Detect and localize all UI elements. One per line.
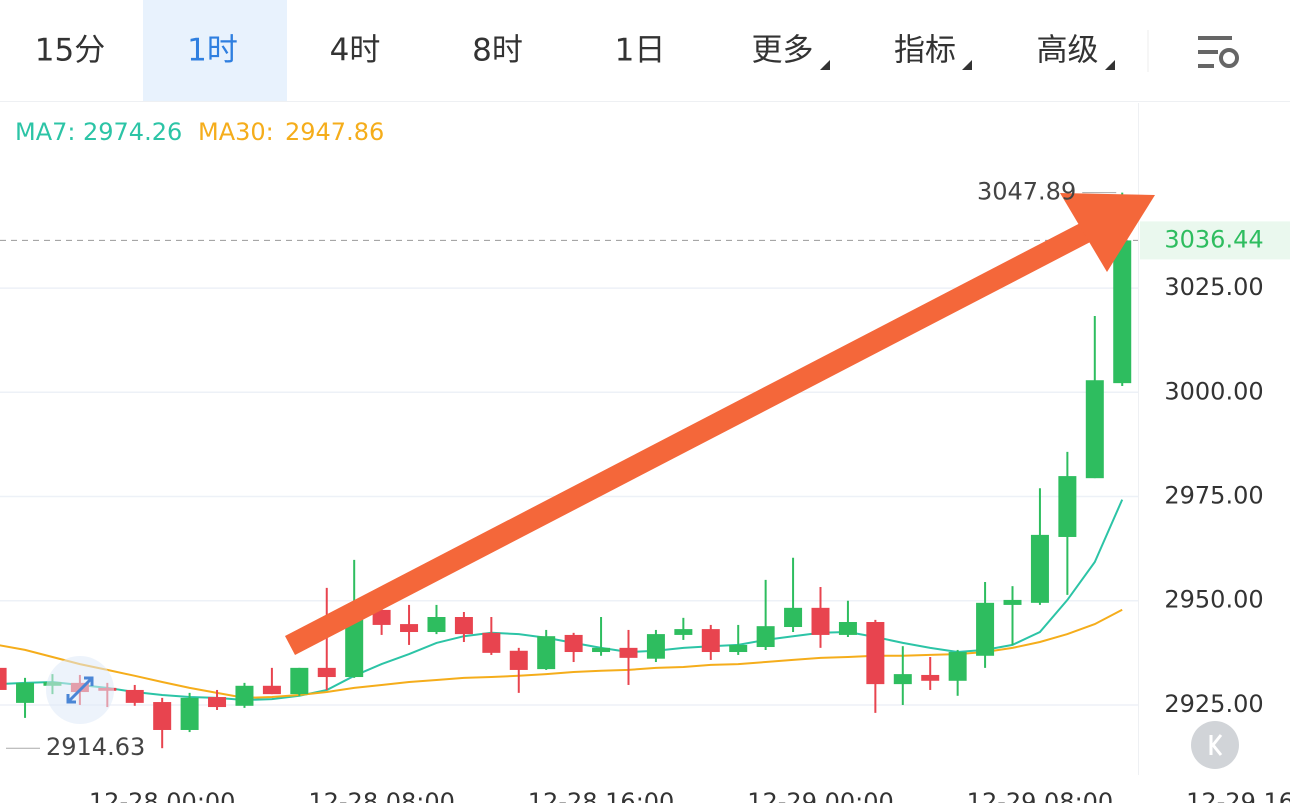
current-price-bg (1140, 221, 1290, 260)
tab[interactable]: 4时 (330, 33, 381, 69)
candle-body (537, 636, 556, 670)
legend-value: 2947.86 (285, 118, 384, 146)
candle-body (592, 647, 611, 653)
tab[interactable]: 8时 (472, 33, 523, 69)
candle-body (317, 667, 336, 678)
candle-body (454, 617, 473, 635)
current-price-label: 3036.44 (1164, 225, 1263, 253)
candle-body (1003, 599, 1022, 605)
candle-body (1085, 380, 1104, 479)
y-tick-label: 3000.00 (1164, 377, 1263, 405)
candle-body (0, 667, 7, 690)
candle-body (180, 697, 199, 730)
candle-body (125, 689, 144, 703)
tab[interactable]: 1时 (187, 33, 238, 69)
x-tick-label: 12-29 08:00 (967, 788, 1114, 803)
low-label: 2914.63 (46, 733, 145, 761)
tab[interactable]: 更多 (752, 33, 814, 69)
candle-body (564, 634, 583, 653)
trend-arrow (285, 193, 1155, 655)
candle-body (838, 622, 857, 635)
candle-body (1058, 476, 1077, 537)
candle-body (674, 629, 693, 635)
candle-body (811, 607, 830, 635)
dropdown-caret (820, 60, 830, 70)
ma-line (0, 608, 1123, 699)
selected-tab-bg (143, 0, 287, 101)
tab[interactable]: 高级 (1037, 33, 1099, 69)
candle-body (701, 629, 720, 653)
candle-body (208, 697, 227, 708)
candle-body (235, 685, 254, 706)
candle-body (948, 652, 967, 681)
y-tick-label: 2975.00 (1164, 482, 1263, 510)
candle-body (153, 702, 172, 730)
x-tick-label: 12-28 00:00 (89, 788, 236, 803)
grid (0, 287, 1138, 706)
legend-value: 2974.26 (83, 118, 182, 146)
x-tick-label: 12-29 16:00 (1186, 788, 1290, 803)
candle-body (262, 685, 281, 695)
x-tick-label: 12-29 00:00 (747, 788, 894, 803)
candle-body (400, 624, 419, 633)
x-tick-label: 12-28 16:00 (528, 788, 675, 803)
candle-body (893, 674, 912, 685)
y-tick-label: 2925.00 (1164, 690, 1263, 718)
candle-body (756, 626, 775, 648)
candle-body (1113, 240, 1132, 384)
tab[interactable]: 1日 (615, 33, 666, 69)
expand-icon (66, 676, 94, 704)
candle-body (866, 622, 885, 685)
high-label: 3047.89 (977, 178, 1076, 206)
candle-body (16, 682, 35, 703)
candle-body (729, 644, 748, 653)
k-button[interactable] (1191, 721, 1239, 769)
y-tick-label: 2950.00 (1164, 586, 1263, 614)
candle-body (646, 634, 665, 659)
candle-body (619, 647, 638, 658)
candle-body (976, 602, 995, 656)
dropdown-caret (962, 60, 972, 70)
x-tick-label: 12-28 08:00 (308, 788, 455, 803)
y-tick-label: 3025.00 (1164, 273, 1263, 301)
dropdown-caret (1105, 60, 1115, 70)
candle-body (1030, 534, 1049, 603)
candle-body (372, 609, 391, 625)
ma-line (0, 499, 1124, 702)
legend-label: MA30: (198, 118, 274, 146)
legend-label: MA7: (15, 118, 75, 146)
candle-body (345, 614, 364, 678)
plot (0, 192, 1138, 749)
tab-bar: 15分 1时 4时 8时 1日 更多 指标 高级 (35, 33, 1099, 69)
k-icon (1209, 734, 1223, 756)
tab[interactable]: 15分 (35, 33, 105, 69)
candle-body (509, 650, 528, 670)
candle-body (784, 607, 803, 628)
candle-body (921, 674, 940, 681)
candle-body (290, 667, 309, 695)
tab[interactable]: 指标 (894, 33, 956, 69)
candle-body (482, 632, 501, 653)
settings-icon[interactable] (1198, 36, 1239, 68)
candle-body (427, 617, 446, 633)
